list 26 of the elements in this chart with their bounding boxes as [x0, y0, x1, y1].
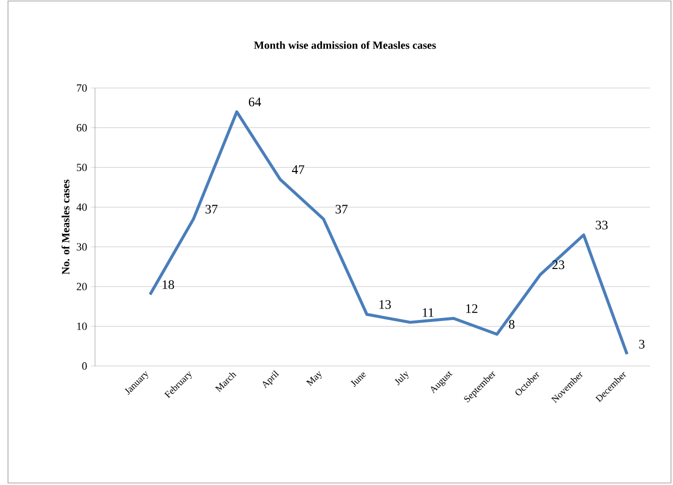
y-axis-title: No. of Measles cases [62, 180, 70, 274]
data-label: 33 [596, 220, 608, 230]
x-tick-label: May [306, 371, 322, 386]
data-label: 23 [552, 260, 564, 270]
data-label: 13 [380, 300, 391, 309]
y-tick-label: 10 [77, 322, 87, 330]
y-tick-label: 50 [76, 164, 87, 172]
chart-title: Month wise admission of Measles cases [254, 41, 436, 49]
x-tick-label: June [350, 372, 366, 387]
data-label: 8 [508, 320, 514, 329]
data-label: 64 [248, 98, 262, 106]
data-label: 37 [206, 204, 218, 214]
y-tick-label: 40 [76, 203, 87, 211]
data-label: 3 [639, 340, 645, 349]
data-label: 12 [466, 304, 478, 313]
y-tick-label: 70 [76, 84, 87, 92]
data-label: 47 [292, 165, 304, 174]
y-tick-label: 0 [82, 362, 87, 370]
line-series [148, 110, 629, 356]
y-tick-label: 30 [76, 243, 87, 251]
data-label: 11 [422, 308, 434, 317]
y-tick-label: 60 [76, 124, 87, 132]
data-label: 18 [162, 280, 174, 289]
data-label: 37 [336, 204, 348, 214]
y-tick-label: 20 [76, 282, 87, 290]
x-tick-label: July [394, 371, 408, 386]
